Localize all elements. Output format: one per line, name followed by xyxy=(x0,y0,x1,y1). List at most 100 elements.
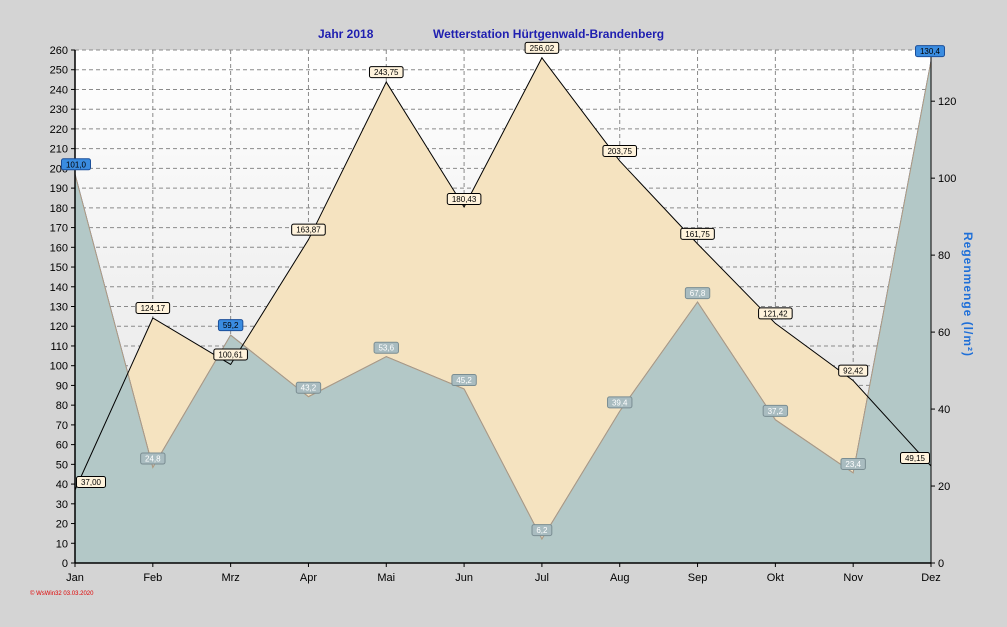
y-tick-label-left: 160 xyxy=(50,242,68,254)
data-label-rain-blue: 101,0 xyxy=(61,158,91,171)
x-tick-label: Aug xyxy=(610,572,630,584)
y-tick-label-left: 250 xyxy=(50,65,68,77)
series-rain-grey-area xyxy=(75,61,931,563)
x-tick-label: Jun xyxy=(455,572,473,584)
data-label-rain-grey-box xyxy=(607,396,633,409)
y-tick-label-left: 0 xyxy=(62,558,68,570)
data-label-left-text: 256,02 xyxy=(530,44,555,53)
data-label-rain-grey: 6,2 xyxy=(531,524,553,537)
y-tick-label-left: 240 xyxy=(50,84,68,96)
data-label-left: 203,75 xyxy=(602,144,638,157)
y-tick-label-left: 140 xyxy=(50,282,68,294)
data-label-left: 92,42 xyxy=(838,364,869,377)
chart-title-station: Wetterstation Hürtgenwald-Brandenberg xyxy=(433,27,664,41)
data-label-left: 243,75 xyxy=(368,66,404,79)
data-label-rain-grey: 45,2 xyxy=(451,374,477,387)
y-tick-label-left: 10 xyxy=(56,538,68,550)
y-tick-label-left: 110 xyxy=(50,341,68,353)
y-tick-label-left: 130 xyxy=(50,302,68,314)
y-tick-label-left: 40 xyxy=(56,479,68,491)
y-tick-label-left: 210 xyxy=(50,144,68,156)
x-tick-label: Mrz xyxy=(221,572,239,584)
data-label-left-text: 180,43 xyxy=(452,195,477,204)
data-label-layer: 37,00 124,17 100,61 163,87 243,75 180,43 256,0… xyxy=(61,41,945,537)
data-label-rain-grey: 23,4 xyxy=(840,457,866,470)
data-label-left: 180,43 xyxy=(446,192,482,205)
y-tick-label-left: 180 xyxy=(50,203,68,215)
data-label-rain-grey-box xyxy=(451,374,477,387)
x-tick-label: Jul xyxy=(535,572,549,584)
footer-credit: © WsWin32 03.03.2020 xyxy=(30,590,94,597)
data-label-rain-blue-box xyxy=(915,45,945,58)
data-label-left-text: 203,75 xyxy=(607,147,632,156)
data-label-rain-grey-text: 67,8 xyxy=(690,289,706,298)
data-label-left-text: 92,42 xyxy=(843,367,864,376)
x-tick-label: Dez xyxy=(921,572,941,584)
y-tick-label-left: 70 xyxy=(56,420,68,432)
y-tick-label-left: 60 xyxy=(56,440,68,452)
x-tick-label: Apr xyxy=(300,572,317,584)
data-label-rain-grey: 53,6 xyxy=(373,341,399,354)
data-label-left-text: 121,42 xyxy=(763,309,788,318)
data-label-rain-grey-text: 39,4 xyxy=(612,398,628,407)
data-label-rain-grey-text: 23,4 xyxy=(845,460,861,469)
axes: 0 10 20 30 40 50 60 70 80 90 100 110 120 130 140 150 160… xyxy=(50,45,957,584)
data-label-left: 121,42 xyxy=(758,307,793,320)
data-label-rain-grey-box xyxy=(684,287,711,300)
y-tick-label-left: 260 xyxy=(50,45,68,57)
data-label-rain-grey-text: 43,2 xyxy=(301,384,317,393)
y-tick-label-left: 150 xyxy=(50,262,68,274)
data-label-rain-grey-text: 6,2 xyxy=(536,526,548,535)
y-tick-label-left: 50 xyxy=(56,459,68,471)
data-label-left-box xyxy=(758,307,793,320)
data-label-rain-blue-box xyxy=(217,319,244,332)
data-label-rain-grey-box xyxy=(840,457,866,470)
data-label-left-text: 100,61 xyxy=(218,350,243,359)
y-tick-label-right: 120 xyxy=(938,96,956,108)
data-label-rain-grey-text: 53,6 xyxy=(378,344,394,353)
y-tick-label-right: 20 xyxy=(938,481,950,493)
data-label-rain-blue: 130,4 xyxy=(915,45,945,58)
data-label-rain-blue-box xyxy=(61,158,91,171)
data-label-left-text: 49,15 xyxy=(905,454,926,463)
y-tick-label-left: 230 xyxy=(50,104,68,116)
data-label-left-box xyxy=(446,192,482,205)
data-label-rain-blue-text: 101,0 xyxy=(66,160,87,169)
data-label-left-box xyxy=(680,227,715,240)
data-label-left-box xyxy=(524,41,560,54)
data-label-left: 161,75 xyxy=(680,227,715,240)
data-label-rain-grey-box xyxy=(762,404,789,417)
x-tick-label: Nov xyxy=(843,572,863,584)
x-tick-label: Sep xyxy=(688,572,708,584)
y-tick-label-left: 120 xyxy=(50,321,68,333)
data-label-rain-grey: 37,2 xyxy=(762,404,789,417)
x-tick-label: Okt xyxy=(767,572,784,584)
data-label-left-box xyxy=(291,223,326,236)
data-label-rain-blue: 59,2 xyxy=(217,319,244,332)
data-label-rain-grey: 39,4 xyxy=(607,396,633,409)
data-label-rain-grey: 43,2 xyxy=(295,381,322,394)
data-label-rain-grey: 24,8 xyxy=(140,452,166,465)
data-label-left-box xyxy=(838,364,869,377)
y-tick-label-left: 190 xyxy=(50,183,68,195)
data-label-left-text: 163,87 xyxy=(296,226,321,235)
x-tick-label: Jan xyxy=(66,572,84,584)
data-label-rain-grey-box xyxy=(140,452,166,465)
data-label-rain-grey-box xyxy=(295,381,322,394)
data-label-left-box xyxy=(368,66,404,79)
data-label-left: 37,00 xyxy=(76,475,106,488)
y-tick-label-left: 90 xyxy=(56,380,68,392)
data-label-left: 163,87 xyxy=(291,223,326,236)
y-tick-label-right: 40 xyxy=(938,404,950,416)
chart-title-year: Jahr 2018 xyxy=(318,27,374,41)
data-label-left-box xyxy=(900,452,930,465)
y-tick-label-left: 170 xyxy=(50,223,68,235)
y-tick-label-left: 80 xyxy=(56,400,68,412)
data-label-left-box xyxy=(213,348,248,361)
y-tick-label-left: 100 xyxy=(50,361,68,373)
x-tick-label: Feb xyxy=(143,572,162,584)
data-label-rain-grey-text: 37,2 xyxy=(768,407,784,416)
x-tick-label: Mai xyxy=(377,572,395,584)
